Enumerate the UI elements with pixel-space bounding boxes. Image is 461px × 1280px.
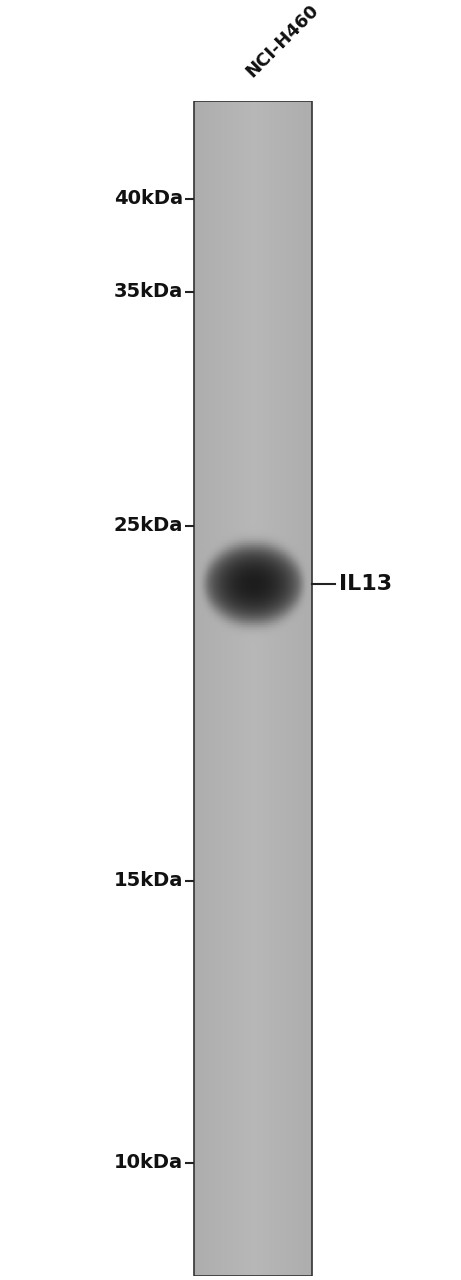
Text: 10kDa: 10kDa: [114, 1153, 183, 1172]
Text: 15kDa: 15kDa: [113, 872, 183, 891]
Text: IL13: IL13: [339, 573, 392, 594]
Text: 40kDa: 40kDa: [114, 189, 183, 209]
Text: NCI-H460: NCI-H460: [242, 1, 323, 81]
Text: 35kDa: 35kDa: [114, 282, 183, 301]
Text: 25kDa: 25kDa: [113, 516, 183, 535]
Bar: [194, 101, 312, 1276]
